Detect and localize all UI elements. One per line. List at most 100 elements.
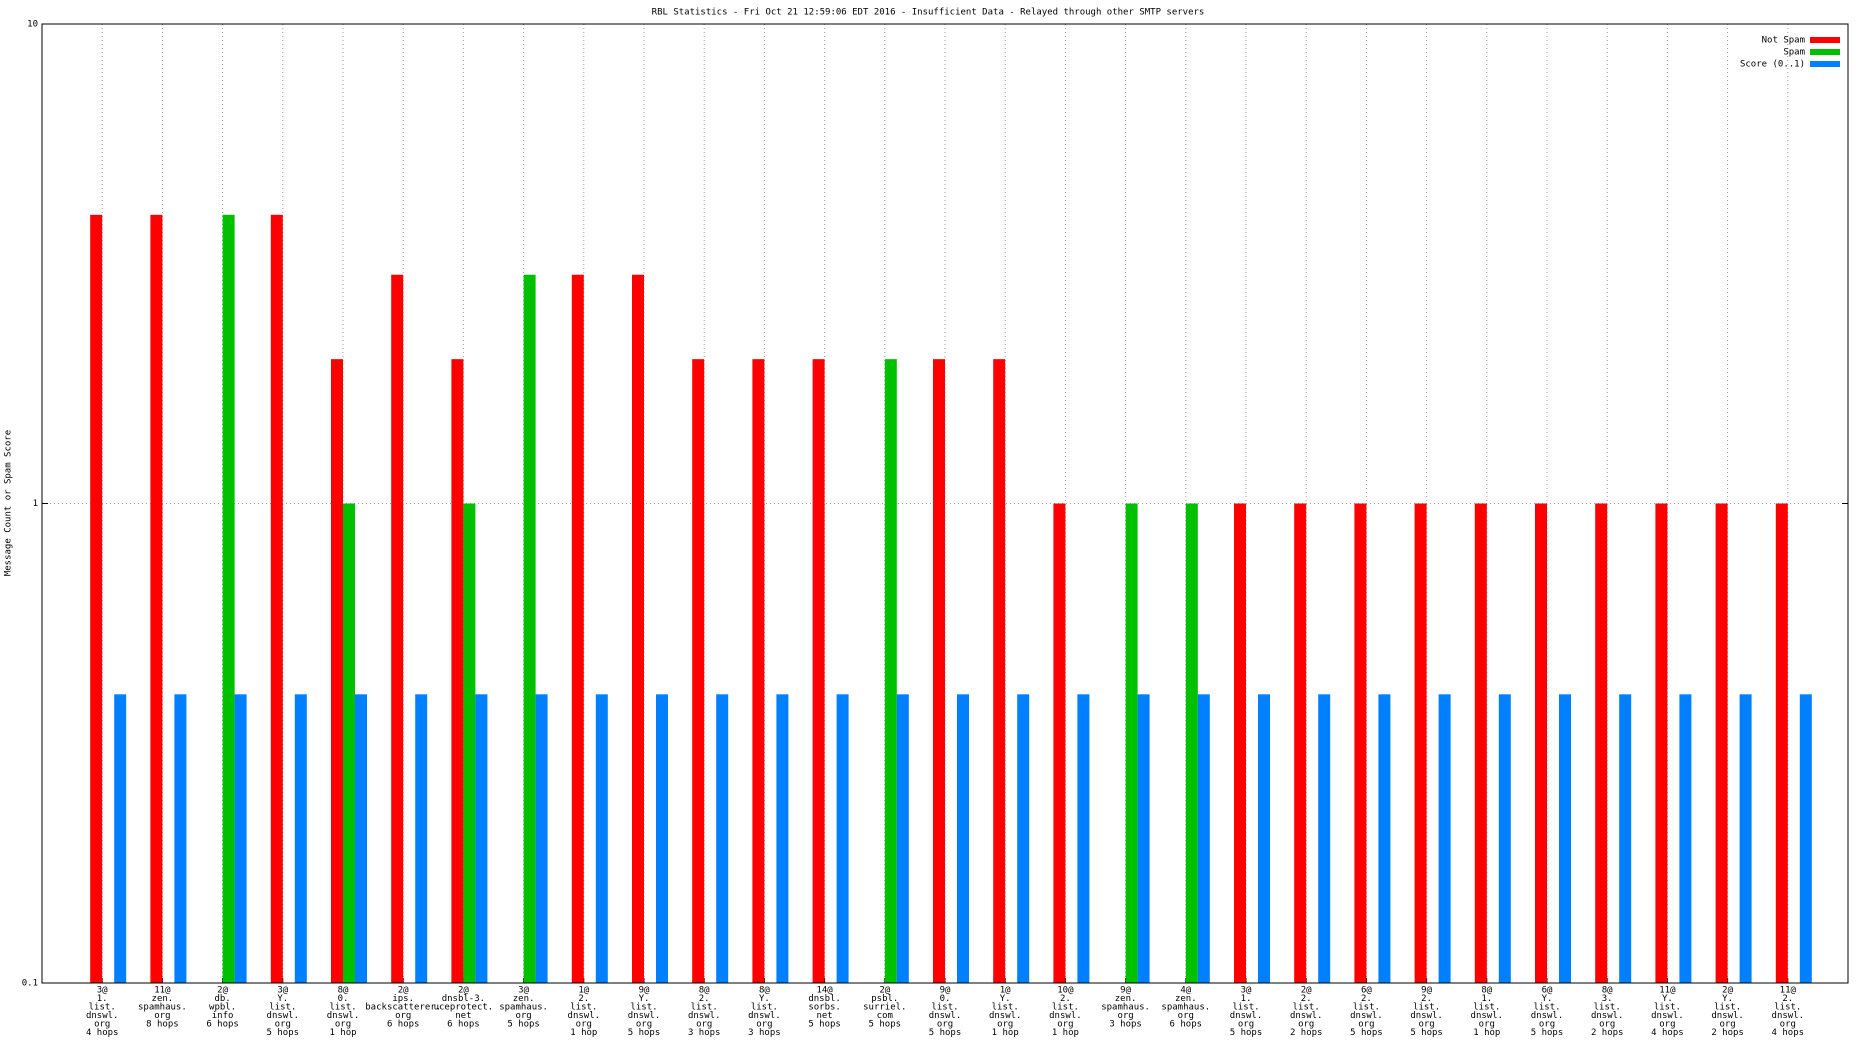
bar <box>1715 503 1728 983</box>
x-tick-label: 11@ <box>1780 986 1797 996</box>
x-tick-label: list. <box>1533 1003 1560 1013</box>
x-tick-label: 0. <box>940 994 951 1004</box>
x-tick-label: backscatterer. <box>365 1003 441 1013</box>
bar <box>1739 694 1752 983</box>
x-tick-label: dnswl. <box>267 1011 300 1021</box>
x-tick-label: Y. <box>277 994 288 1004</box>
x-tick-label: 2@ <box>217 986 228 996</box>
bar <box>174 694 187 983</box>
x-tick-label: 5 hops <box>929 1028 962 1038</box>
x-tick-label: 5 hops <box>1350 1028 1383 1038</box>
x-tick-label: surriel. <box>863 1003 906 1013</box>
x-tick-label: 3 hops <box>1109 1020 1142 1030</box>
x-tick-label: 3 hops <box>748 1028 781 1038</box>
bar <box>933 359 945 983</box>
x-tick-label: 1@ <box>578 986 589 996</box>
x-tick-label: dnswl. <box>1591 1011 1624 1021</box>
x-tick-label: org <box>1358 1020 1374 1030</box>
x-tick-label: list. <box>1473 1003 1500 1013</box>
x-tick-label: 4 hops <box>86 1028 119 1038</box>
bar <box>270 214 283 983</box>
x-tick-label: 2. <box>1421 994 1432 1004</box>
x-tick-label: 4@ <box>1180 986 1191 996</box>
x-tick-label: list. <box>1413 1003 1440 1013</box>
x-tick-label: list. <box>992 1003 1019 1013</box>
x-tick-label: 3@ <box>97 986 108 996</box>
x-tick-label: 5 hops <box>1230 1028 1263 1038</box>
bar <box>150 214 163 983</box>
x-tick-label: dnswl. <box>1230 1011 1263 1021</box>
bar <box>1354 503 1367 983</box>
bar <box>632 274 644 984</box>
bar <box>812 359 825 983</box>
x-tick-label: list. <box>1232 1003 1259 1013</box>
bar <box>1053 503 1066 983</box>
x-tick-label: 6@ <box>1361 986 1372 996</box>
x-tick-label: list. <box>1293 1003 1320 1013</box>
x-tick-label: ips. <box>392 994 414 1004</box>
x-tick-label: dnswl. <box>688 1011 721 1021</box>
x-tick-label: org <box>1599 1020 1615 1030</box>
bar <box>1185 503 1198 983</box>
bar <box>957 694 969 983</box>
x-tick-label: list. <box>1714 1003 1741 1013</box>
bar <box>656 694 668 983</box>
x-tick-label: 9@ <box>940 986 951 996</box>
bar <box>1414 503 1427 983</box>
bar <box>1077 694 1090 983</box>
x-tick-label: db. <box>214 994 230 1004</box>
x-tick-label: org <box>1057 1020 1073 1030</box>
bar <box>1017 694 1030 983</box>
x-tick-label: list. <box>630 1003 657 1013</box>
bar <box>1125 503 1138 983</box>
x-tick-label: Y. <box>639 994 650 1004</box>
bar <box>1378 694 1391 983</box>
bar <box>1595 503 1608 983</box>
x-tick-label: dnsbl. <box>808 994 841 1004</box>
x-tick-label: 1. <box>1241 994 1252 1004</box>
x-tick-label: spamhaus. <box>499 1003 548 1013</box>
x-tick-label: net <box>816 1011 832 1021</box>
x-tick-label: 3. <box>1602 994 1613 1004</box>
x-tick-label: sorbs. <box>808 1003 841 1013</box>
x-tick-label: 1. <box>97 994 108 1004</box>
x-tick-label: 2. <box>1361 994 1372 1004</box>
bar <box>1474 503 1487 983</box>
y-tick-label: 1 <box>33 499 38 509</box>
x-tick-label: list. <box>1353 1003 1380 1013</box>
x-tick-label: org <box>395 1011 411 1021</box>
x-tick-label: dnswl. <box>327 1011 360 1021</box>
x-tick-label: 11@ <box>154 986 171 996</box>
bar <box>595 694 608 983</box>
bar <box>692 359 705 983</box>
x-tick-label: dnswl. <box>628 1011 661 1021</box>
bar <box>1775 503 1788 983</box>
x-tick-label: spamhaus. <box>1101 1003 1150 1013</box>
x-tick-label: 8@ <box>1602 986 1613 996</box>
bar <box>222 214 235 983</box>
x-tick-label: 3 hops <box>688 1028 721 1038</box>
x-tick-label: dnswl. <box>568 1011 601 1021</box>
x-tick-label: org <box>1780 1020 1796 1030</box>
x-tick-label: org <box>1238 1020 1254 1030</box>
x-tick-label: dnswl. <box>1290 1011 1323 1021</box>
x-tick-label: 4 hops <box>1651 1028 1684 1038</box>
x-tick-label: 6@ <box>1542 986 1553 996</box>
bar <box>896 694 909 983</box>
bar <box>114 694 127 983</box>
bar <box>716 694 729 983</box>
x-tick-label: 9@ <box>639 986 650 996</box>
y-tick-label: 0.1 <box>22 979 38 989</box>
bar <box>571 274 584 984</box>
x-tick-label: Y. <box>1000 994 1011 1004</box>
x-tick-label: 1 hop <box>992 1028 1019 1038</box>
x-tick-label: 1@ <box>1000 986 1011 996</box>
x-tick-label: dnswl. <box>929 1011 962 1021</box>
bar <box>1619 694 1632 983</box>
bar <box>1294 503 1307 983</box>
x-tick-label: net <box>455 1011 471 1021</box>
bar <box>355 694 367 983</box>
bar <box>993 359 1006 983</box>
x-tick-label: org <box>335 1020 351 1030</box>
